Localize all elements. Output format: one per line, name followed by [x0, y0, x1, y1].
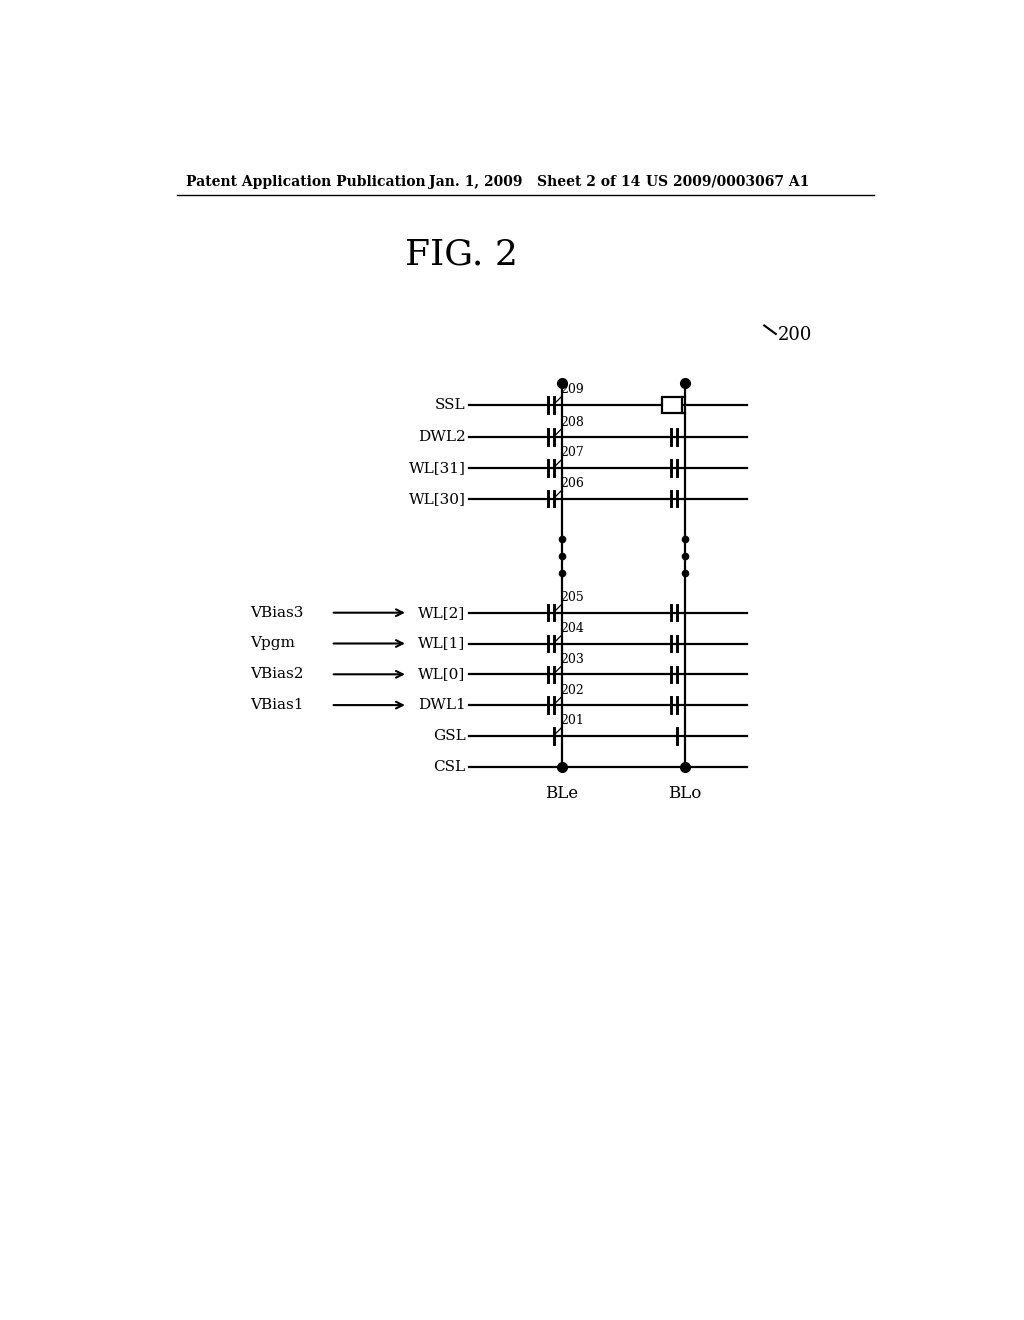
Text: US 2009/0003067 A1: US 2009/0003067 A1 — [646, 174, 810, 189]
Text: FIG. 2: FIG. 2 — [406, 238, 518, 272]
Text: WL[31]: WL[31] — [409, 461, 466, 475]
Text: 204: 204 — [560, 622, 584, 635]
Text: 205: 205 — [560, 591, 584, 605]
Text: GSL: GSL — [433, 729, 466, 743]
Text: DWL1: DWL1 — [418, 698, 466, 711]
Text: WL[1]: WL[1] — [418, 636, 466, 651]
Text: 209: 209 — [560, 383, 584, 396]
Text: WL[2]: WL[2] — [418, 606, 466, 619]
Text: CSL: CSL — [433, 760, 466, 774]
Text: BLo: BLo — [669, 785, 701, 803]
Text: BLe: BLe — [545, 785, 579, 803]
Text: WL[30]: WL[30] — [409, 492, 466, 506]
Text: WL[0]: WL[0] — [418, 668, 466, 681]
Text: SSL: SSL — [435, 397, 466, 412]
Text: VBias1: VBias1 — [250, 698, 303, 711]
Text: Patent Application Publication: Patent Application Publication — [186, 174, 426, 189]
Text: VBias2: VBias2 — [250, 668, 303, 681]
Text: 202: 202 — [560, 684, 584, 697]
Text: 208: 208 — [560, 416, 584, 429]
Text: 200: 200 — [777, 326, 812, 345]
Text: 201: 201 — [560, 714, 584, 727]
Text: 206: 206 — [560, 478, 584, 490]
Text: 203: 203 — [560, 653, 584, 665]
Text: Vpgm: Vpgm — [250, 636, 295, 651]
Text: Jan. 1, 2009   Sheet 2 of 14: Jan. 1, 2009 Sheet 2 of 14 — [429, 174, 641, 189]
Text: 207: 207 — [560, 446, 584, 459]
Text: VBias3: VBias3 — [250, 606, 303, 619]
Text: DWL2: DWL2 — [418, 430, 466, 444]
Bar — [662, 397, 682, 412]
